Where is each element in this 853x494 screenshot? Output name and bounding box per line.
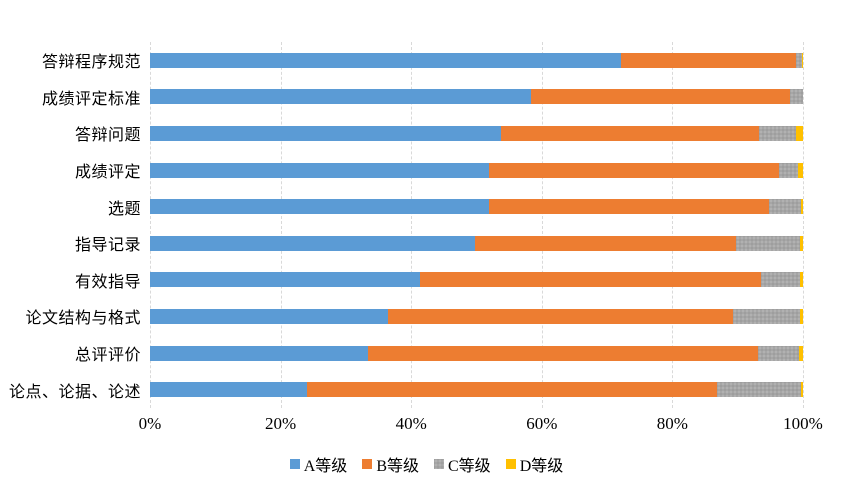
category-label: 有效指导 <box>74 273 141 291</box>
gridline <box>150 42 151 408</box>
bar-segment-B等级 <box>420 272 762 288</box>
bar-row <box>150 79 803 116</box>
legend-item-A等级: A等级 <box>289 452 348 476</box>
legend-label: C等级 <box>448 458 491 475</box>
bar-segment-B等级 <box>388 308 734 324</box>
category-label: 总评评价 <box>74 347 141 365</box>
stacked-bar <box>150 89 803 105</box>
gridline <box>541 42 543 408</box>
bar-segment-D等级 <box>801 52 803 68</box>
category-label: 指导记录 <box>74 237 141 255</box>
bar-row <box>150 188 803 225</box>
plot-area <box>150 42 804 408</box>
bar-row <box>150 42 803 79</box>
bar-segment-A等级 <box>150 345 369 361</box>
legend-marker-icon <box>289 459 300 469</box>
y-axis-labels: 答辩程序规范 成绩评定标准答辩问题成绩评定选题指导记录有效指导论文结构与格式总评评… <box>0 42 141 408</box>
gridline <box>411 42 413 408</box>
bar-segment-D等级 <box>799 345 803 361</box>
bar-segment-B等级 <box>488 199 770 215</box>
bar-row <box>150 371 803 408</box>
legend-label: B等级 <box>376 458 419 475</box>
bar-segment-B等级 <box>501 125 760 141</box>
bar-segment-A等级 <box>150 89 531 105</box>
bar-row <box>150 152 803 189</box>
bar-segment-A等级 <box>150 308 389 324</box>
bar-segment-D等级 <box>801 382 803 398</box>
legend-item-C等级: C等级 <box>434 452 491 476</box>
legend-item-B等级: B等级 <box>362 452 419 476</box>
x-axis-tick-label: 40% <box>395 414 427 433</box>
bar-row <box>150 115 803 152</box>
bar-segment-C等级 <box>778 162 798 178</box>
x-axis-tick-label: 60% <box>526 414 558 433</box>
bar-segment-D等级 <box>801 199 803 215</box>
x-axis-tick-label: 100% <box>783 414 823 433</box>
bar-segment-B等级 <box>530 89 790 105</box>
category-label: 成绩评定标准 <box>41 90 141 108</box>
stacked-bar <box>150 308 803 324</box>
bar-segment-C等级 <box>761 272 800 288</box>
bar-segment-B等级 <box>368 345 758 361</box>
gridline <box>803 42 804 408</box>
x-axis-tick-label: 0% <box>138 414 162 433</box>
stacked-bar <box>150 162 803 178</box>
category-label: 成绩评定 <box>74 164 141 182</box>
bar-segment-D等级 <box>800 308 803 324</box>
bar-segment-D等级 <box>797 162 803 178</box>
bar-row <box>150 262 803 299</box>
stacked-bar <box>150 125 803 141</box>
stacked-bar <box>150 235 803 251</box>
bar-segment-C等级 <box>733 308 801 324</box>
stacked-bar <box>150 199 803 215</box>
bar-segment-B等级 <box>621 52 796 68</box>
legend-marker-icon <box>505 459 516 469</box>
legend-label: A等级 <box>303 458 348 475</box>
bar-segment-C等级 <box>795 52 802 68</box>
bar-segment-B等级 <box>306 382 717 398</box>
stacked-bar <box>150 272 803 288</box>
bar-segment-C等级 <box>736 235 801 251</box>
bar-segment-B等级 <box>475 235 737 251</box>
category-label: 论点、论据、论述 <box>8 383 141 401</box>
bar-segment-A等级 <box>150 125 502 141</box>
legend: A等级 B等级 C等级 D等级 <box>0 452 853 476</box>
bar-segment-C等级 <box>757 345 800 361</box>
legend-item-D等级: D等级 <box>505 452 564 476</box>
bar-segment-D等级 <box>800 235 803 251</box>
bar-segment-A等级 <box>150 235 476 251</box>
category-label: 答辩程序规范 <box>41 54 141 72</box>
legend-label: D等级 <box>519 458 564 475</box>
x-axis: 0% 20% 40% 60% 80% 100% <box>139 414 823 440</box>
legend-marker-icon <box>362 459 373 469</box>
x-axis-tick-label: 20% <box>265 414 297 433</box>
gridline <box>280 42 282 408</box>
bar-row <box>150 225 803 262</box>
legend-marker-icon <box>434 459 444 469</box>
bar-segment-C等级 <box>789 89 803 105</box>
bar-segment-B等级 <box>488 162 779 178</box>
stacked-bar <box>150 382 803 398</box>
category-label: 答辩问题 <box>74 127 141 145</box>
bar-row <box>150 298 803 335</box>
bar-segment-D等级 <box>796 125 803 141</box>
bar-segment-A等级 <box>150 52 622 68</box>
category-label: 论文结构与格式 <box>25 310 141 328</box>
stacked-bar <box>150 345 803 361</box>
bar-segment-A等级 <box>150 272 421 288</box>
stacked-bar <box>150 52 803 68</box>
gridline <box>672 42 674 408</box>
x-axis-tick-label: 80% <box>656 414 688 433</box>
bar-segment-A等级 <box>150 382 307 398</box>
category-label: 选题 <box>107 200 141 218</box>
bar-segment-C等级 <box>769 199 802 215</box>
bar-segment-C等级 <box>759 125 797 141</box>
plot-rows <box>150 42 803 408</box>
bar-segment-D等级 <box>799 272 803 288</box>
bar-segment-A等级 <box>150 199 489 215</box>
bar-segment-A等级 <box>150 162 489 178</box>
bar-row <box>150 335 803 372</box>
bar-segment-C等级 <box>716 382 802 398</box>
